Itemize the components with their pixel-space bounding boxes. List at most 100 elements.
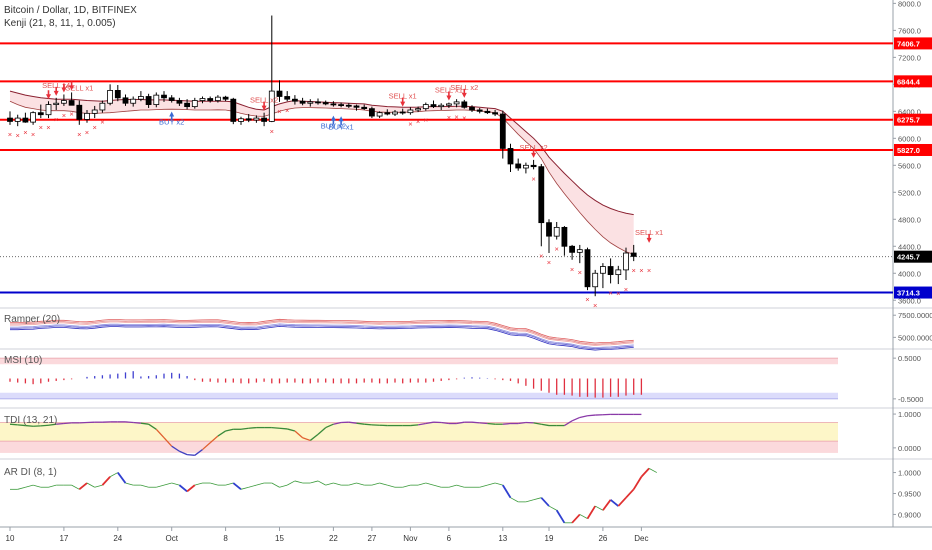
ardi-line-segment	[178, 484, 188, 493]
tdi-line-segment	[541, 423, 550, 427]
ardi-line-segment	[502, 484, 512, 499]
last-price-label: 4245.7	[897, 253, 920, 262]
ardi-line-segment	[540, 497, 550, 507]
ardi-line-segment	[279, 484, 288, 488]
tdi-line-segment	[63, 422, 72, 425]
ardi-line-segment	[287, 480, 296, 486]
ardi-line-segment	[94, 484, 103, 488]
candle-body	[615, 269, 622, 276]
candle-body	[415, 108, 422, 111]
tdi-line-segment	[533, 422, 542, 425]
candle-body	[600, 266, 606, 274]
ardi-line-segment	[448, 484, 457, 488]
ramper-line	[10, 323, 634, 349]
cross-mark: ×	[539, 251, 543, 260]
buy-signal-label: BUY x1	[328, 122, 353, 131]
candle-body	[345, 104, 352, 107]
resistance-label: 6844.4	[897, 77, 921, 86]
ardi-line-segment	[310, 480, 319, 484]
ardi-line-segment	[625, 488, 635, 499]
candle-body	[407, 109, 414, 114]
kenji-band-fill	[10, 91, 634, 255]
cross-mark: ×	[16, 131, 20, 140]
ardi-line-segment	[271, 482, 280, 488]
ardi-line-segment	[379, 482, 388, 486]
ardi-line-segment	[32, 484, 41, 488]
ardi-line-segment	[533, 497, 542, 501]
candle-body	[592, 272, 599, 288]
tdi-line-segment	[217, 430, 226, 437]
resistance-label: 5827.0	[897, 146, 920, 155]
tdi-line-segment	[56, 422, 64, 425]
last-price-tag	[894, 250, 932, 263]
tdi-line-segment	[133, 421, 141, 424]
tdi-line-segment	[410, 424, 419, 427]
tdi-line-segment	[479, 422, 488, 425]
msi-upper-zone	[0, 358, 838, 365]
y-tick-label: 4400.0	[898, 242, 921, 251]
tdi-line-segment	[225, 428, 234, 432]
tdi-line-segment	[40, 424, 49, 427]
candle-body	[461, 101, 468, 108]
buy-arrow-icon	[330, 115, 336, 125]
sell-arrow-icon	[446, 91, 452, 101]
ardi-line-segment	[586, 505, 596, 520]
candle-body	[322, 102, 329, 105]
candle-body	[145, 96, 152, 105]
cross-mark: ×	[46, 123, 50, 132]
candle-body	[114, 90, 121, 99]
candle-body	[476, 109, 483, 112]
msi-pane-label: MSI (10)	[4, 355, 43, 366]
ardi-line-segment	[602, 499, 612, 511]
candle-body	[569, 245, 575, 253]
ardi-line-segment	[240, 486, 249, 490]
ardi-line-segment	[632, 476, 643, 490]
tdi-pane-label: TDI (13, 21)	[4, 415, 58, 426]
y-tick-label: 7200.0	[898, 53, 921, 62]
candle-body	[576, 249, 583, 253]
candle-body	[122, 97, 129, 104]
x-tick-label: 10	[6, 534, 15, 543]
tdi-line-segment	[579, 415, 588, 419]
candle-body	[37, 112, 44, 116]
kenji-lower-band	[9, 100, 634, 255]
ardi-line-segment	[548, 505, 557, 511]
candle-body	[430, 104, 437, 108]
tdi-line-segment	[325, 423, 334, 429]
tdi-line-segment	[9, 423, 18, 426]
sell-signal-label: SELL x2	[450, 83, 478, 92]
tdi-line-segment	[194, 449, 203, 456]
ardi-line-segment	[210, 482, 219, 486]
sell-signal-label: SELL x1	[65, 84, 93, 93]
candle-body	[291, 98, 298, 102]
ardi-line-segment	[648, 468, 657, 473]
y-tick-label: 5600.0	[898, 161, 921, 170]
ardi-line-segment	[48, 484, 57, 488]
cross-mark: ×	[547, 258, 551, 267]
tdi-line-segment	[502, 422, 511, 425]
buy-signal-label: BUY x2	[321, 122, 346, 131]
y-tick-label: 8000.0	[898, 0, 921, 8]
y-tick-label: 4000.0	[898, 269, 921, 278]
cross-mark: ×	[647, 266, 651, 275]
x-tick-label: 15	[275, 534, 284, 543]
x-tick-label: 27	[367, 534, 376, 543]
tdi-line-segment	[348, 421, 357, 424]
ardi-line-segment	[555, 509, 566, 524]
y-tick-label: 5200.0	[898, 188, 921, 197]
tdi-line-segment	[302, 437, 311, 442]
tdi-line-segment	[163, 437, 173, 447]
ardi-line-segment	[610, 499, 619, 507]
candle-body	[22, 117, 29, 123]
ardi-line-segment	[425, 482, 434, 486]
candle-body	[307, 101, 314, 104]
ardi-line-segment	[456, 484, 465, 488]
tdi-line-segment	[587, 414, 596, 417]
candle-body	[161, 94, 167, 99]
tdi-line-segment	[248, 426, 257, 429]
candle-body	[392, 111, 398, 115]
cross-mark: ×	[624, 285, 628, 294]
ardi-line-segment	[117, 472, 127, 484]
ardi-line-segment	[294, 480, 303, 484]
